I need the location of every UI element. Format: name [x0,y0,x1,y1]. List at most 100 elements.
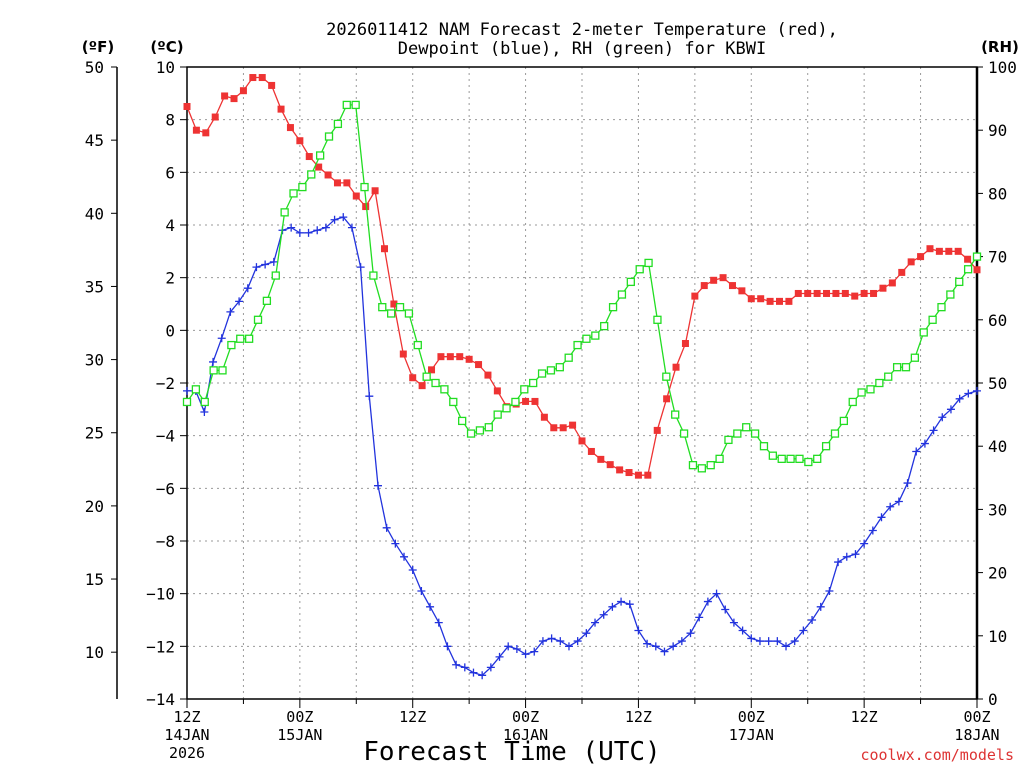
dewpoint-point [729,618,738,627]
x-tick-label: 00Z [963,708,990,726]
rh-point [972,252,982,261]
dewpoint-point [782,642,791,651]
dewpoint-point [608,602,617,611]
dewpoint-point [495,652,504,661]
dewpoint-point [964,389,973,398]
rh-point [315,151,325,160]
temperature-point [738,287,746,295]
temperature-point [954,247,962,255]
rh-point [706,461,715,470]
dewpoint-point [512,644,521,653]
dewpoint-point [799,626,808,635]
dewpoint-point [686,629,695,638]
temperature-point [333,179,341,187]
temperature-point [569,421,577,429]
celsius-tick-label: 10 [156,58,175,77]
rh-tick-label: 90 [988,121,1007,140]
x-tick-label: 00Z [286,708,313,726]
rh-point [413,340,422,350]
dewpoint-point [625,600,634,609]
dewpoint-point [894,497,903,506]
credit-label: coolwx.com/models [860,746,1014,764]
dewpoint-point [886,502,895,511]
rh-point [600,321,609,331]
rh-point [671,410,680,419]
temperature-point [475,361,483,369]
rh-point [404,309,414,318]
rh-point [866,385,875,394]
dewpoint-point [469,668,478,677]
dewpoint-point [834,558,843,567]
dewpoint-point [304,228,313,237]
rh-point [653,315,662,324]
dewpoint-point [547,634,556,643]
dewpoint-point [217,334,226,343]
rh-series-line [186,104,978,469]
temperature-point [550,424,558,432]
rh-point [830,429,840,438]
temperature-point [700,282,708,290]
dewpoint-point [400,552,409,561]
dewpoint-point [938,413,947,422]
dewpoint-point [243,284,252,293]
rh-point [795,454,804,463]
rh-point [360,182,369,192]
dewpoint-point [643,639,652,648]
rh-unit-label: (RH) [981,38,1019,56]
dewpoint-point [973,386,981,395]
dewpoint-point [712,589,721,598]
temperature-point [945,247,953,255]
dewpoint-point [677,637,686,646]
dewpoint-point [669,642,678,651]
x-tick-label: 12Z [173,708,200,726]
dewpoint-point [530,647,539,656]
temperature-point [399,350,407,358]
celsius-tick-label: −2 [156,374,175,393]
celsius-tick-label: −12 [146,637,175,656]
rh-point [768,451,777,460]
rh-tick-label: 10 [988,627,1007,646]
temperature-point [663,395,671,403]
chart-title-line1: 2026011412 NAM Forecast 2-meter Temperat… [326,20,838,40]
rh-point [253,315,263,324]
rh-point [236,334,245,343]
rh-point [387,309,396,318]
dewpoint-point [183,386,191,395]
rh-tick-label: 40 [988,437,1007,456]
dewpoint-point [564,642,573,651]
rh-point [289,189,298,198]
rh-tick-label: 20 [988,564,1007,583]
dewpoint-point [755,637,764,646]
temperature-point [625,469,633,477]
dewpoint-point [200,407,209,416]
rh-point [191,385,201,394]
temperature-point [606,461,614,469]
rh-point [901,363,911,372]
temperature-point [672,363,680,371]
rh-point [475,426,485,435]
rh-point [679,429,689,438]
rh-point [644,258,653,268]
temperature-point [719,274,727,282]
dewpoint-point [617,597,626,606]
dewpoint-point [695,613,704,622]
rh-point [378,303,387,312]
rh-point [875,378,884,388]
rh-point [955,277,964,287]
temperature-point [324,171,332,179]
dewpoint-point [946,405,955,414]
temperature-point [898,268,906,276]
temperature-point [352,192,360,200]
rh-point [724,435,733,445]
fahrenheit-tick-label: 45 [85,131,104,150]
celsius-tick-label: −4 [156,427,175,446]
temperature-point [362,203,370,211]
temperature-point [559,424,567,432]
x-tick-year-label: 2026 [169,744,205,762]
rh-point [262,296,272,305]
fahrenheit-tick-label: 25 [85,424,104,443]
dewpoint-point [261,260,270,269]
x-tick-label: 12Z [625,708,652,726]
temperature-point [888,279,896,287]
temperature-point [935,247,943,255]
